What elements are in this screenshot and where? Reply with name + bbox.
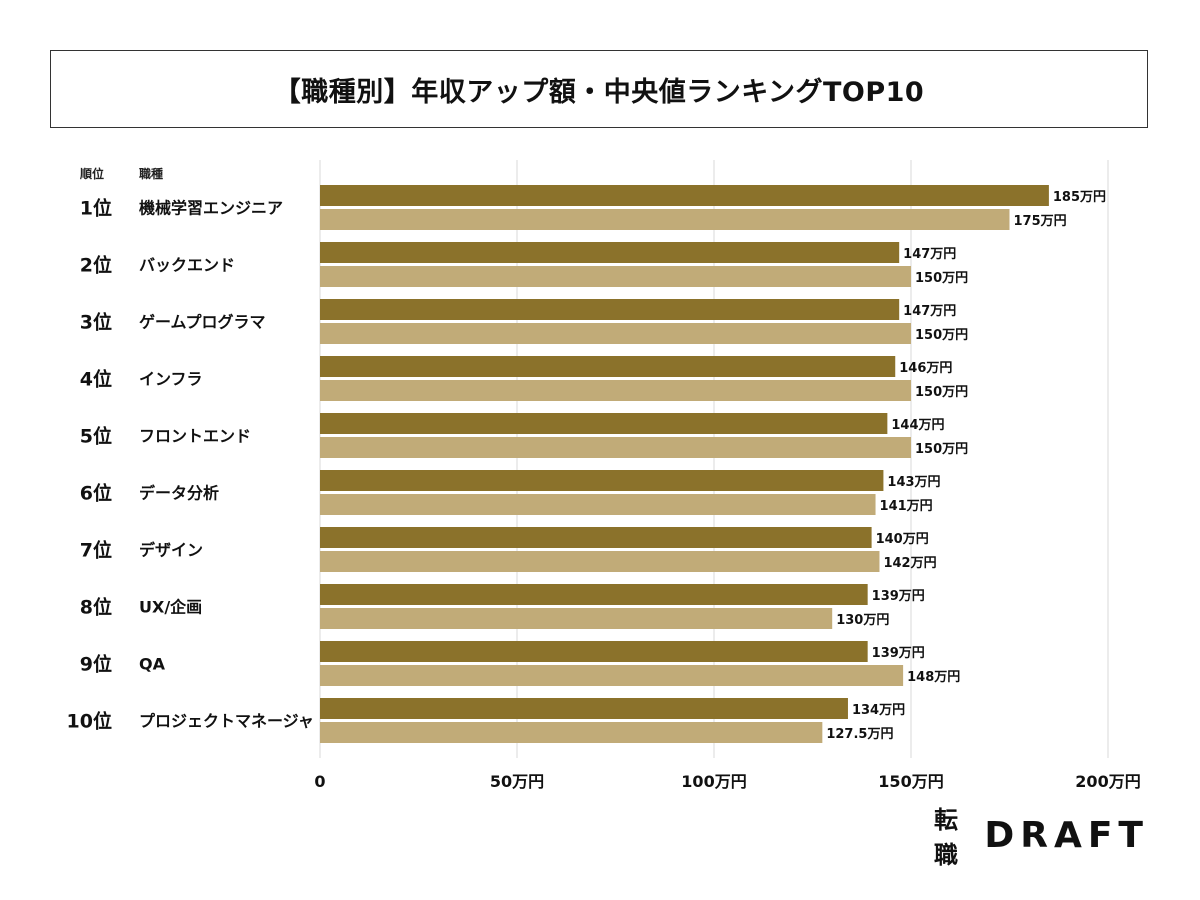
rank-label: 9位: [80, 653, 112, 676]
data-label-series2: 150万円: [915, 385, 968, 400]
data-label-series2: 142万円: [883, 556, 936, 571]
bar-series2: [320, 266, 911, 287]
logo-wordmark: DRAFT: [984, 814, 1149, 856]
logo-kanji: 転職: [934, 806, 960, 869]
bar-series2: [320, 665, 904, 686]
data-label-series1: 144万円: [891, 418, 944, 433]
category-label: プロジェクトマネージャ: [139, 712, 314, 731]
data-label-series2: 127.5万円: [826, 727, 893, 742]
x-tick-label: 50万円: [490, 772, 544, 791]
rank-label: 1位: [80, 197, 112, 220]
data-label-series2: 130万円: [836, 613, 889, 628]
bar-series1: [320, 470, 884, 491]
data-label-series1: 139万円: [872, 589, 925, 604]
data-label-series1: 146万円: [899, 361, 952, 376]
data-label-series1: 147万円: [903, 304, 956, 319]
bar-series2: [320, 437, 911, 458]
category-label: UX/企画: [139, 598, 202, 617]
rank-label: 6位: [80, 482, 112, 505]
bar-series1: [320, 242, 900, 263]
bar-series2: [320, 722, 823, 743]
bar-series2: [320, 551, 880, 572]
draft-logo: 転職 DRAFT: [934, 806, 1149, 869]
data-label-series1: 139万円: [872, 646, 925, 661]
data-label-series2: 148万円: [907, 670, 960, 685]
data-label-series2: 150万円: [915, 442, 968, 457]
x-tick-label: 150万円: [878, 772, 943, 791]
rank-label: 7位: [80, 539, 112, 562]
x-tick-label: 0: [314, 772, 325, 791]
bar-series1: [320, 299, 900, 320]
data-label-series2: 175万円: [1014, 214, 1067, 229]
job-column-header: 職種: [139, 167, 164, 181]
category-label: 機械学習エンジニア: [139, 199, 283, 218]
bar-series2: [320, 209, 1010, 230]
rank-label: 3位: [80, 311, 112, 334]
x-tick-label: 200万円: [1075, 772, 1140, 791]
category-label: デザイン: [139, 541, 203, 560]
category-label: フロントエンド: [139, 427, 251, 446]
data-label-series2: 150万円: [915, 271, 968, 286]
category-label: データ分析: [139, 484, 219, 503]
rank-label: 8位: [80, 596, 112, 619]
category-label: インフラ: [139, 370, 203, 389]
bar-series1: [320, 584, 868, 605]
bar-series2: [320, 380, 911, 401]
data-label-series1: 185万円: [1053, 190, 1106, 205]
bar-series2: [320, 608, 833, 629]
bar-series1: [320, 185, 1049, 206]
rank-label: 10位: [67, 710, 112, 733]
data-label-series1: 134万円: [852, 703, 905, 718]
bar-series1: [320, 413, 888, 434]
category-label: QA: [139, 655, 166, 674]
bar-series1: [320, 698, 848, 719]
rank-label: 2位: [80, 254, 112, 277]
rank-label: 4位: [80, 368, 112, 391]
data-label-series2: 141万円: [880, 499, 933, 514]
data-label-series1: 143万円: [887, 475, 940, 490]
rank-column-header: 順位: [80, 167, 105, 181]
bar-series2: [320, 494, 876, 515]
bar-series1: [320, 641, 868, 662]
bar-series2: [320, 323, 911, 344]
data-label-series1: 140万円: [876, 532, 929, 547]
category-label: バックエンド: [139, 256, 235, 275]
data-label-series1: 147万円: [903, 247, 956, 262]
bar-series1: [320, 356, 896, 377]
data-label-series2: 150万円: [915, 328, 968, 343]
category-label: ゲームプログラマ: [139, 313, 266, 332]
x-tick-label: 100万円: [681, 772, 746, 791]
rank-label: 5位: [80, 425, 112, 448]
chart-title: 【職種別】年収アップ額・中央値ランキングTOP10: [50, 50, 1148, 128]
bar-series1: [320, 527, 872, 548]
